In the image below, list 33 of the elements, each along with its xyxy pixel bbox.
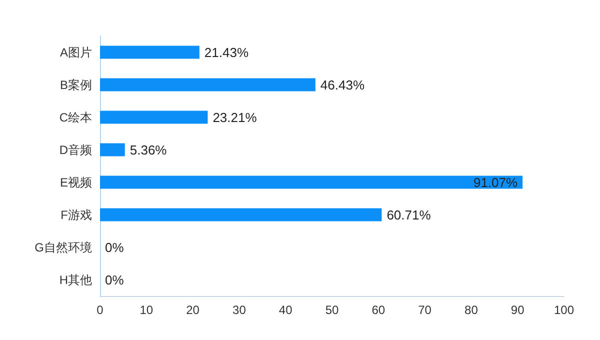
x-tick-label: 70 [418, 303, 432, 317]
data-label: 91.07% [473, 174, 518, 190]
y-tick-label: G自然环境 [34, 240, 92, 254]
y-tick-label: F游戏 [60, 208, 92, 222]
x-tick-label: 100 [554, 303, 574, 317]
data-label: 0% [105, 240, 124, 255]
x-tick-label: 20 [186, 303, 200, 317]
data-label: 5.36% [130, 142, 168, 158]
x-tick-label: 60 [372, 303, 386, 317]
y-tick-label: B案例 [60, 78, 92, 92]
x-tick-label: 90 [510, 303, 525, 317]
x-tick-label: 80 [464, 303, 478, 317]
data-label: 46.43% [320, 77, 365, 92]
y-tick-label: D音频 [59, 142, 92, 157]
y-tick-label: H其他 [59, 272, 92, 287]
data-label: 23.21% [212, 110, 258, 125]
y-tick-label: C绘本 [59, 110, 92, 124]
data-label: 21.43% [204, 44, 249, 60]
bar [100, 46, 200, 59]
y-tick-label: E视频 [60, 175, 92, 190]
x-tick-label: 40 [278, 303, 293, 317]
bar [100, 208, 382, 222]
data-label: 0% [105, 272, 124, 288]
x-tick-label: 0 [96, 303, 104, 317]
bar [100, 78, 316, 92]
data-label: 60.71% [386, 207, 432, 222]
y-tick-label: A图片 [60, 45, 92, 60]
x-tick-label: 50 [325, 303, 339, 317]
bar [100, 143, 125, 156]
x-tick-label: 30 [232, 303, 246, 317]
x-tick-label: 10 [140, 303, 154, 317]
bar [100, 110, 208, 124]
bar [100, 176, 523, 189]
